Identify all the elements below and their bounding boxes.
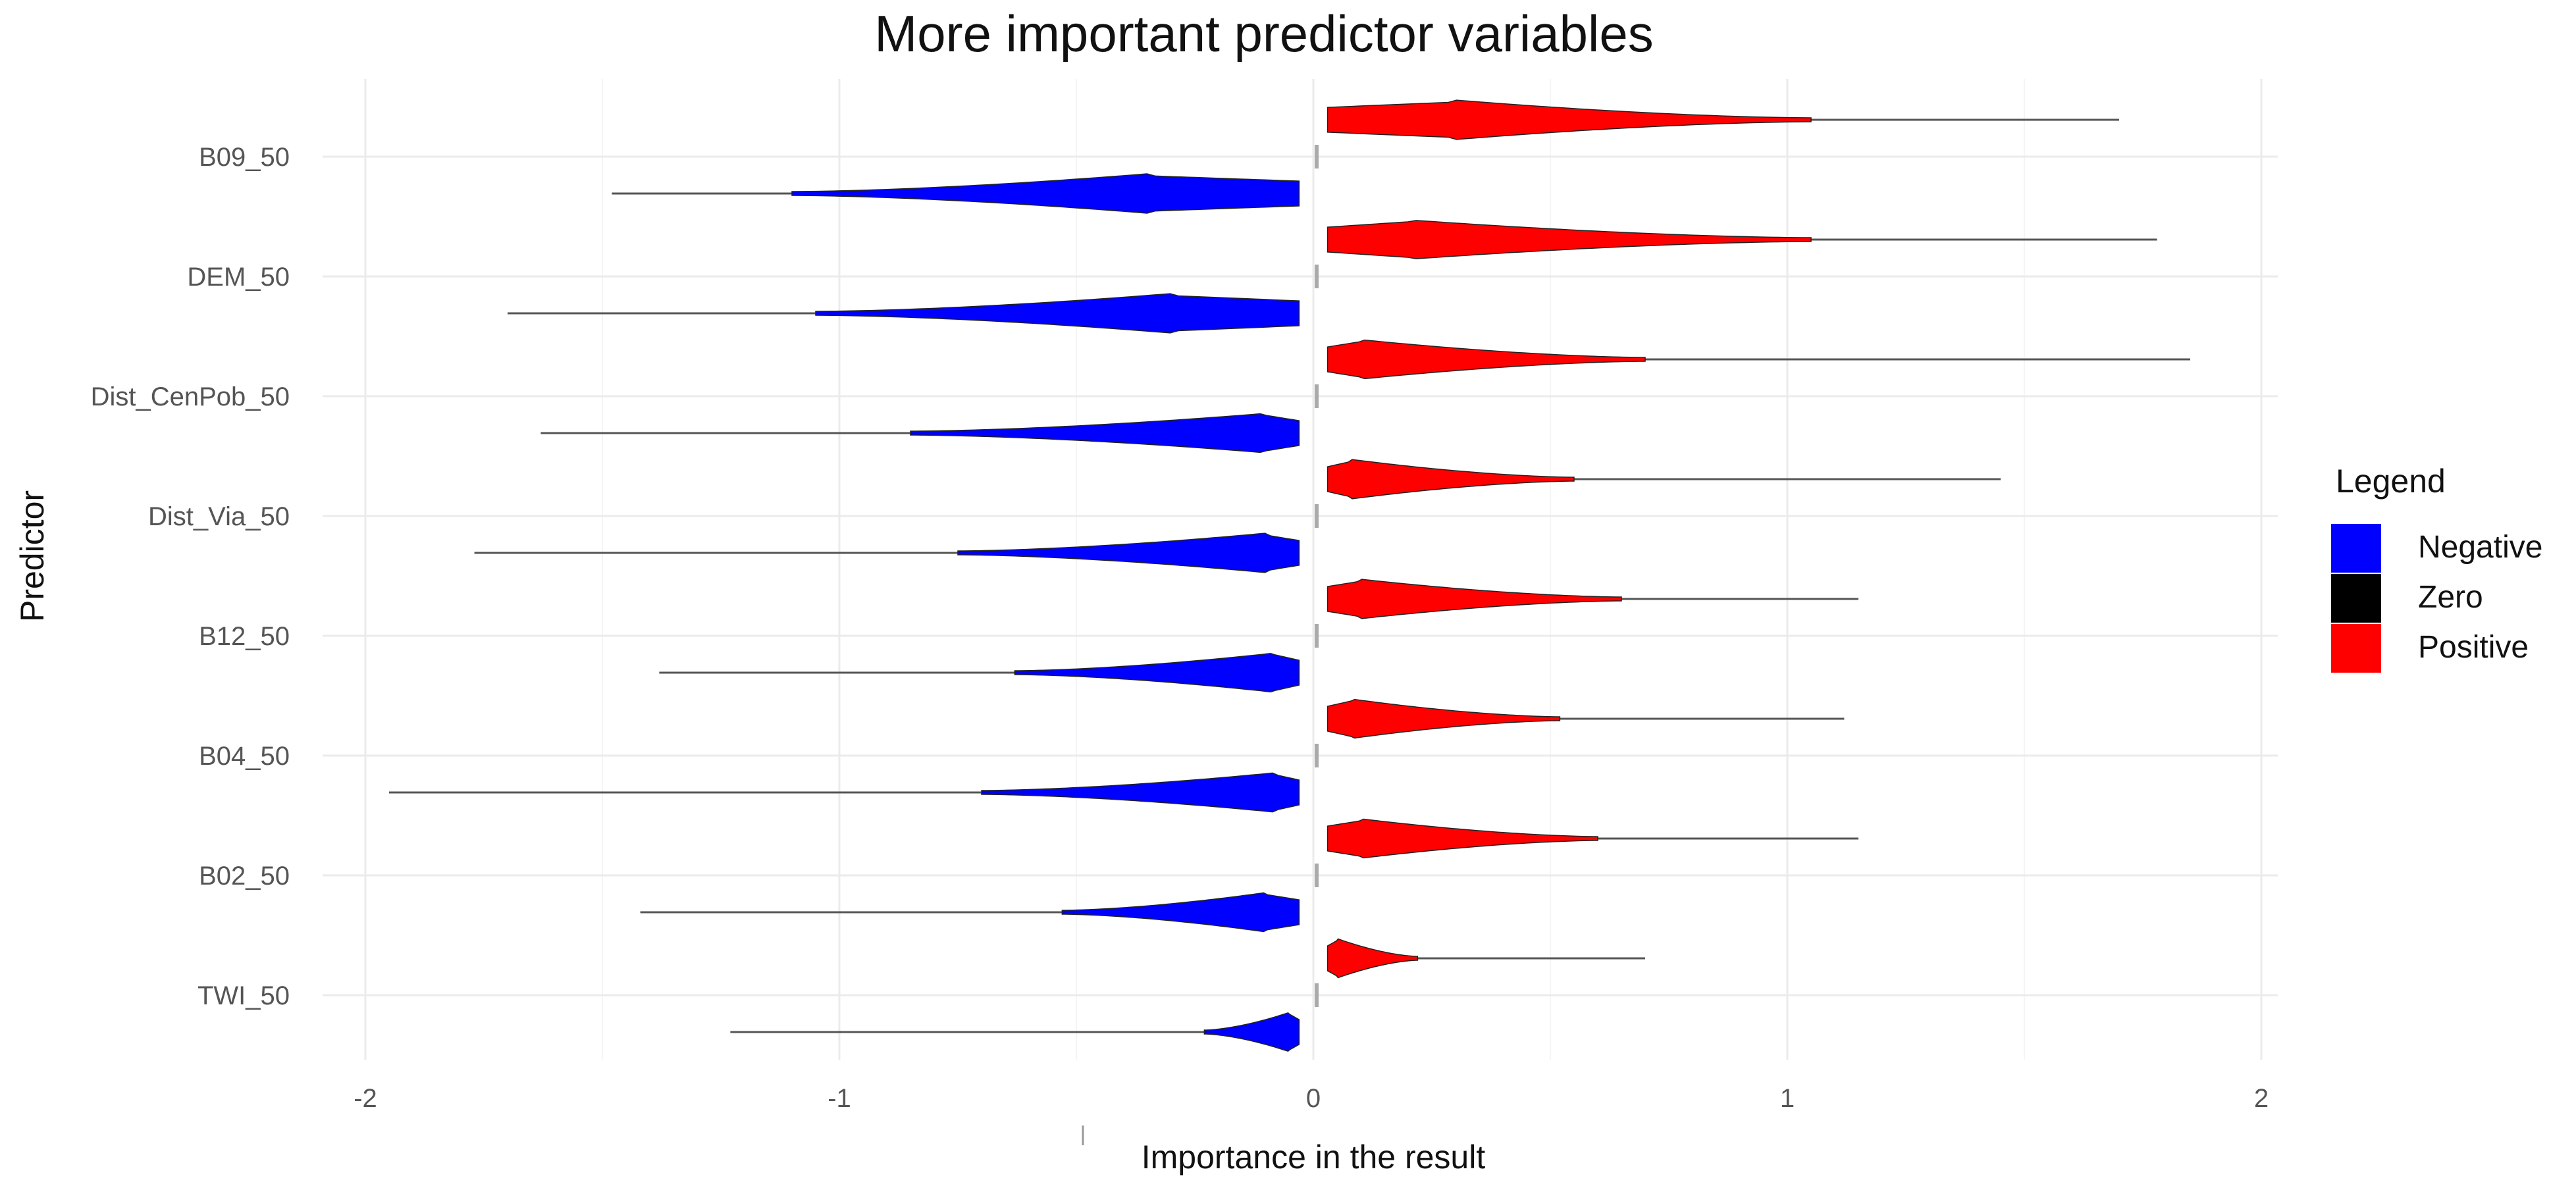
negative-violin — [981, 772, 1300, 813]
grid — [323, 79, 2278, 1060]
negative-violin — [957, 532, 1300, 573]
legend-label-zero: Zero — [2418, 580, 2483, 615]
positive-violin — [1327, 220, 1812, 259]
y-tick-label: DEM_50 — [187, 263, 290, 292]
positive-violin — [1327, 579, 1622, 619]
negative-violin — [1061, 892, 1300, 933]
y-tick-label: TWI_50 — [197, 981, 290, 1010]
y-tick-label: B04_50 — [199, 742, 290, 771]
y-tick-label: Dist_CenPob_50 — [91, 382, 290, 411]
x-axis-label: Importance in the result — [1142, 1139, 1486, 1176]
x-tick-label: -1 — [828, 1084, 851, 1113]
negative-violin — [791, 173, 1300, 214]
chart-title: More important predictor variables — [874, 5, 1653, 63]
legend-swatch-zero — [2330, 573, 2382, 624]
legend: Legend Negative Zero Positive — [2330, 463, 2542, 674]
legend-swatch-negative — [2330, 523, 2382, 574]
y-tick-labels: B09_50 DEM_50 Dist_CenPob_50 Dist_Via_50 B12… — [91, 143, 290, 1010]
positive-violin — [1327, 459, 1575, 500]
negative-violin — [815, 293, 1300, 334]
x-tick-label: 0 — [1306, 1084, 1321, 1113]
legend-swatch-positive — [2330, 623, 2382, 674]
y-tick-label: Dist_Via_50 — [148, 502, 290, 531]
y-tick-label: B12_50 — [199, 622, 290, 651]
legend-label-negative: Negative — [2418, 530, 2542, 565]
negative-violin — [910, 413, 1300, 453]
violin-group-B12_50 — [659, 579, 1858, 692]
violin-group-TWI_50 — [730, 938, 1645, 1052]
positive-violin — [1327, 339, 1646, 380]
y-axis-label: Predictor — [14, 490, 51, 622]
legend-title: Legend — [2336, 463, 2446, 500]
y-tick-label: B09_50 — [199, 143, 290, 172]
violins — [389, 99, 2190, 1052]
legend-label-positive: Positive — [2418, 630, 2529, 665]
violin-group-DEM_50 — [508, 220, 2157, 334]
y-tick-label: B02_50 — [199, 862, 290, 891]
x-tick-labels: -2 -1 0 1 2 — [354, 1084, 2269, 1113]
positive-violin — [1327, 818, 1598, 859]
positive-violin — [1327, 938, 1419, 979]
violin-group-Dist_CenPob_50 — [540, 339, 2190, 453]
x-tick-label: 1 — [1780, 1084, 1795, 1113]
violin-group-Dist_Via_50 — [474, 459, 2001, 573]
negative-violin — [1203, 1012, 1300, 1052]
violin-group-B02_50 — [640, 818, 1858, 933]
violin-group-B09_50 — [612, 99, 2119, 214]
negative-violin — [1014, 653, 1300, 692]
positive-violin — [1327, 99, 1812, 140]
x-tick-label: 2 — [2254, 1084, 2269, 1113]
x-tick-label: -2 — [354, 1084, 377, 1113]
positive-violin — [1327, 698, 1561, 739]
violin-group-B04_50 — [389, 698, 1845, 813]
